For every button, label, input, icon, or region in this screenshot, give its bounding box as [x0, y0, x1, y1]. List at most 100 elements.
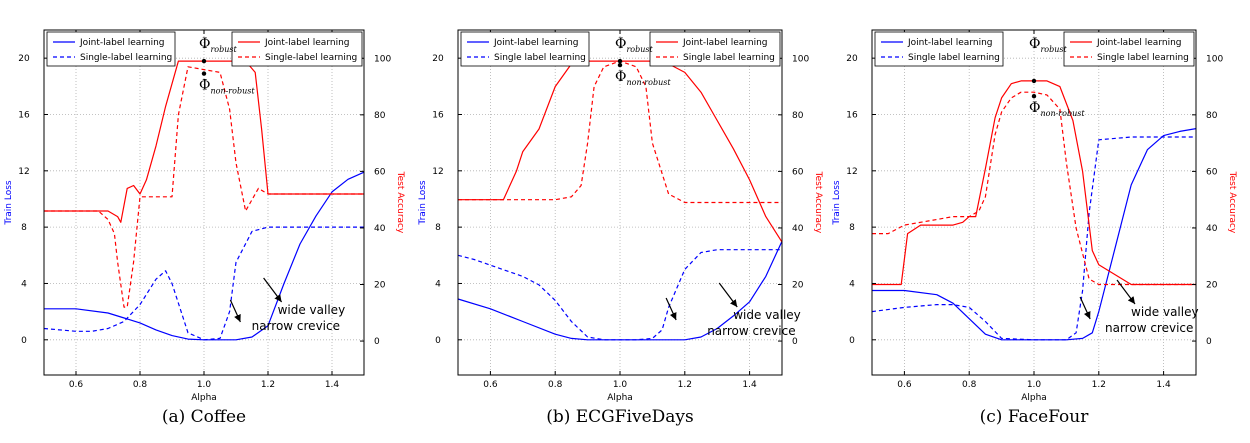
y-left-tick-label: 0: [435, 336, 441, 346]
y-left-tick-label: 12: [846, 167, 857, 177]
x-tick-label: 1.4: [1156, 380, 1171, 390]
narrow-crevice-label: narrow crevice: [252, 319, 340, 333]
x-tick-label: 1.0: [197, 380, 212, 390]
legend-label-joint: Joint-label learning: [493, 38, 579, 48]
y-right-axis-label: Test Accuracy: [1227, 171, 1237, 234]
narrow-crevice-label: narrow crevice: [1105, 321, 1193, 335]
phi-robust-subscript: robust: [626, 45, 653, 54]
y-right-tick-label: 40: [1206, 224, 1218, 234]
y-left-tick-label: 20: [18, 54, 30, 64]
figure-caption: (a) Coffee: [162, 407, 246, 427]
wide-valley-arrow: [718, 282, 738, 308]
wide-valley-label: wide valley: [733, 308, 801, 322]
y-left-tick-label: 20: [846, 54, 858, 64]
series-line-test-accuracy-single: [44, 66, 364, 308]
chart-panel-facefour: 0.6 0.8 1.0 1.2 1.4 0 4 8 12 16 20 0 20 40 60 80 100 Alph…: [832, 29, 1237, 427]
series-line-train-loss-single: [871, 136, 1196, 341]
legend-label-joint: Joint-label learning: [79, 38, 165, 48]
phi-nonrobust-symbol: Φ: [1029, 100, 1040, 116]
legend-train-loss: Joint-label learning Single-label learnin…: [46, 31, 176, 67]
legend-label-joint: Joint-label learning: [907, 38, 993, 48]
narrow-crevice-label: narrow crevice: [707, 324, 795, 338]
y-left-tick-label: 4: [849, 279, 855, 289]
y-right-tick-label: 100: [792, 54, 809, 64]
y-left-tick-label: 8: [849, 223, 855, 233]
x-tick-label: 0.6: [483, 380, 498, 390]
narrow-crevice-arrow: [229, 299, 241, 323]
phi-nonrobust-subscript: non-robust: [626, 78, 671, 87]
legend-box: [1063, 31, 1195, 67]
phi-nonrobust-label: Φnon-robust: [1029, 100, 1085, 118]
phi-robust-symbol: Φ: [615, 36, 626, 52]
phi-robust-point: [1031, 78, 1037, 84]
figure-caption: (c) FaceFour: [980, 407, 1090, 427]
narrow-crevice-arrow: [1079, 296, 1091, 320]
series-line-test-accuracy-single: [458, 60, 782, 204]
phi-robust-point: [617, 58, 623, 64]
x-axis-label: Alpha: [607, 393, 633, 403]
legend-label-joint: Joint-label learning: [264, 38, 350, 48]
phi-robust-label: Φrobust: [199, 36, 238, 54]
wide-valley-label: wide valley: [278, 303, 346, 317]
x-axis-label: Alpha: [191, 393, 217, 403]
y-left-axis-label: Train Loss: [418, 180, 428, 226]
phi-nonrobust-label: Φnon-robust: [615, 69, 671, 87]
legend-train-loss: Joint-label learning Single label learnin…: [874, 31, 1004, 67]
y-left-tick-label: 8: [21, 223, 27, 233]
y-right-tick-label: 100: [1206, 54, 1223, 64]
chart-panel-ecg: 0.6 0.8 1.0 1.2 1.4 0 4 8 12 16 20 0 20 40 60 80 100 Alph…: [418, 29, 823, 427]
y-left-tick-label: 0: [849, 336, 855, 346]
x-tick-label: 0.8: [548, 380, 563, 390]
y-left-tick-label: 8: [435, 223, 441, 233]
legend-box: [874, 31, 1004, 67]
legend-label-single: Single label learning: [494, 53, 586, 63]
phi-nonrobust-point: [1031, 94, 1037, 99]
y-right-tick-label: 0: [374, 337, 380, 347]
legend-label-single: Single-label learning: [80, 53, 172, 63]
series-line-test-accuracy-joint: [458, 60, 783, 243]
y-right-tick-label: 0: [792, 337, 798, 347]
y-left-tick-label: 4: [435, 279, 441, 289]
series-line-test-accuracy-single: [872, 91, 1196, 286]
phi-robust-subscript: robust: [210, 45, 237, 54]
phi-nonrobust-symbol: Φ: [199, 78, 210, 94]
legend-box: [46, 31, 176, 67]
y-right-tick-label: 40: [374, 224, 386, 234]
x-tick-label: 0.8: [962, 380, 977, 390]
legend-label-single: Single label learning: [1097, 53, 1189, 63]
x-tick-label: 1.2: [261, 380, 275, 390]
narrow-crevice-arrow: [665, 297, 677, 321]
legend-box: [460, 31, 590, 67]
phi-robust-label: Φrobust: [1029, 36, 1068, 54]
phi-nonrobust-symbol: Φ: [615, 69, 626, 85]
x-tick-label: 0.6: [69, 380, 84, 390]
phi-robust-label: Φrobust: [615, 36, 654, 54]
phi-nonrobust-subscript: non-robust: [1040, 109, 1085, 118]
y-left-tick-label: 4: [21, 279, 27, 289]
legend-test-accuracy: Joint-label learning Single-label learnin…: [231, 31, 363, 67]
y-right-tick-label: 40: [792, 224, 804, 234]
x-tick-label: 1.2: [678, 380, 692, 390]
series-line-test-accuracy-joint: [872, 80, 1196, 286]
figure-caption: (b) ECGFiveDays: [546, 407, 694, 427]
legend-label-single: Single-label learning: [265, 53, 357, 63]
series-line-train-loss-single: [43, 226, 364, 341]
y-left-tick-label: 0: [21, 336, 27, 346]
legend-box: [231, 31, 363, 67]
phi-robust-symbol: Φ: [199, 36, 210, 52]
y-left-tick-label: 16: [432, 110, 444, 120]
y-right-tick-label: 60: [374, 167, 386, 177]
wide-valley-label: wide valley: [1131, 305, 1199, 319]
y-left-axis-label: Train Loss: [4, 180, 14, 226]
phi-robust-subscript: robust: [1040, 45, 1067, 54]
wide-valley-arrow: [263, 277, 283, 303]
series-line-test-accuracy-joint: [44, 60, 364, 223]
x-axis-label: Alpha: [1021, 393, 1047, 403]
y-right-tick-label: 60: [792, 167, 804, 177]
phi-nonrobust-point: [201, 71, 207, 76]
y-left-axis-label: Train Loss: [832, 180, 842, 226]
y-right-tick-label: 20: [1206, 281, 1218, 291]
legend-test-accuracy: Joint-label learning Single label learnin…: [649, 31, 781, 67]
phi-robust-point: [201, 58, 207, 64]
series-line-train-loss-joint: [872, 128, 1197, 341]
